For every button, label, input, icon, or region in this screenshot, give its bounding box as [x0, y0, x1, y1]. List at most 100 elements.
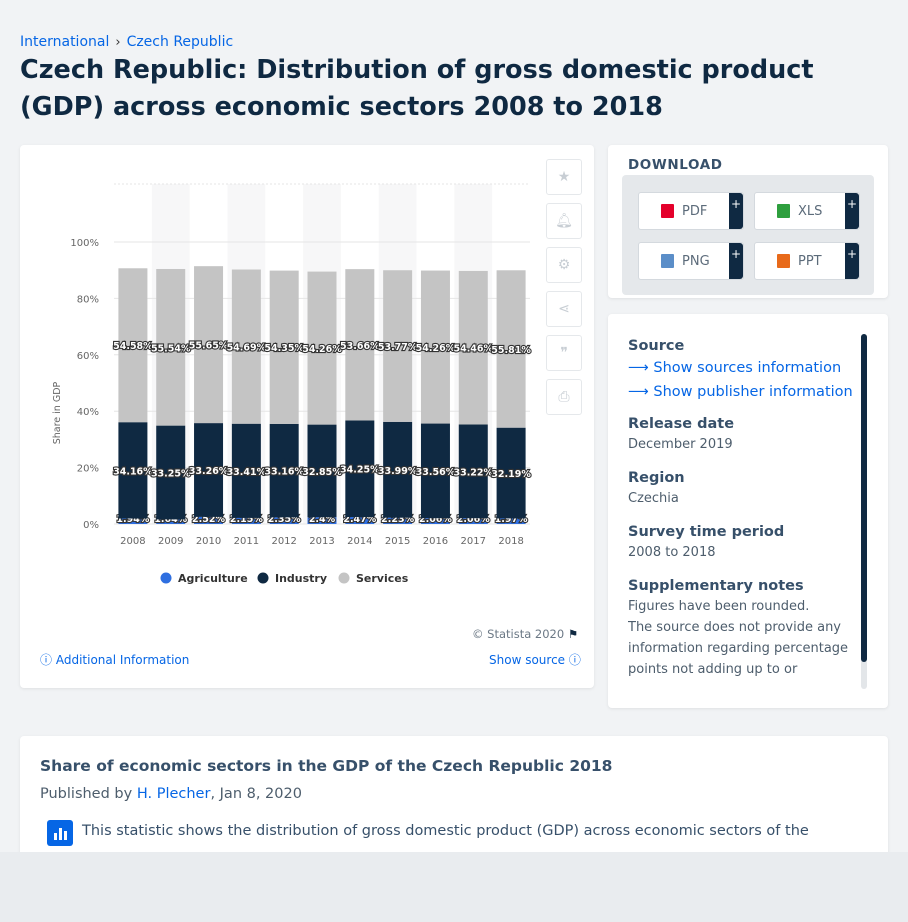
data-label: 32.19% [491, 469, 531, 480]
survey-period-label: Survey time period [628, 524, 785, 540]
data-label: 53.77% [378, 342, 418, 353]
x-tick-label: 2014 [347, 536, 372, 547]
x-tick-label: 2016 [423, 536, 448, 547]
y-tick-label: 0% [83, 520, 99, 531]
bar-agriculture [345, 517, 375, 524]
x-tick-label: 2011 [234, 536, 259, 547]
release-date-value: December 2019 [628, 437, 733, 452]
description-title: Share of economic sectors in the GDP of … [40, 757, 613, 775]
author-link[interactable]: H. Plecher [136, 786, 211, 802]
legend-label-industry: Industry [275, 572, 327, 585]
bar-industry [269, 423, 299, 518]
bar-services [269, 270, 299, 424]
bar-industry [496, 427, 526, 519]
source-info: Source ⟶ Show sources information ⟶ Show… [628, 336, 853, 680]
breadcrumb: International › Czech Republic [20, 34, 233, 50]
plus-icon[interactable]: + [845, 243, 859, 279]
xls-file-icon [777, 204, 790, 218]
published-by: Published by H. Plecher, Jan 8, 2020 [40, 786, 302, 802]
plus-icon[interactable]: + [845, 193, 859, 229]
legend-marker-agriculture [160, 572, 172, 584]
page-title: Czech Republic: Distribution of gross do… [20, 55, 814, 122]
download-pdf-label: PDF [682, 203, 708, 219]
x-tick-label: 2018 [498, 536, 523, 547]
data-label: 33.26% [189, 466, 229, 477]
download-xls-button[interactable]: XLS + [754, 192, 860, 230]
bar-agriculture [458, 518, 488, 524]
copyright-text[interactable]: © Statista 2020 ⚑ [472, 627, 579, 641]
bar-agriculture [496, 518, 526, 524]
breadcrumb-international[interactable]: International [20, 34, 110, 50]
data-label: 54.69% [227, 343, 267, 354]
arrow-right-icon: ⟶ [628, 360, 649, 376]
published-prefix: Published by [40, 786, 133, 802]
bar-industry [118, 422, 148, 519]
legend-marker-services [338, 572, 350, 584]
bar-industry [383, 421, 413, 518]
ppt-file-icon [777, 254, 790, 268]
bar-industry [156, 425, 186, 520]
bar-industry [307, 424, 337, 518]
data-label: 33.41% [227, 467, 267, 478]
bar-industry [420, 423, 450, 519]
bar-agriculture [269, 517, 299, 524]
bar-agriculture [231, 517, 261, 524]
show-publisher-link[interactable]: ⟶ Show publisher information [628, 384, 853, 400]
y-tick-label: 20% [77, 464, 99, 475]
download-pdf-button[interactable]: PDF + [638, 192, 744, 230]
published-date: , Jan 8, 2020 [210, 786, 302, 802]
data-label: 33.16% [264, 467, 304, 478]
settings-gear-icon[interactable]: ⚙ [546, 247, 582, 283]
stacked-bar-chart: 0%20%40%60%80%100%Share in GDP1.94%34.16… [52, 183, 532, 585]
legend-label-services: Services [356, 572, 409, 585]
chart-toolbar: ★ 🔔︎ ⚙ ⋖ ❞ ⎙ [546, 159, 582, 415]
y-tick-label: 60% [77, 351, 99, 362]
download-ppt-button[interactable]: PPT + [754, 242, 860, 280]
bar-industry [458, 424, 488, 519]
show-sources-link[interactable]: ⟶ Show sources information [628, 360, 842, 376]
data-label: 54.35% [264, 343, 304, 354]
bar-services [231, 269, 261, 424]
bar-agriculture [118, 518, 148, 524]
favorite-star-icon[interactable]: ★ [546, 159, 582, 195]
release-date-label: Release date [628, 416, 735, 432]
bar-services [345, 269, 375, 421]
breadcrumb-czech-republic[interactable]: Czech Republic [126, 34, 234, 50]
bar-services [118, 268, 148, 423]
data-label: 33.99% [378, 466, 418, 477]
plus-icon[interactable]: + [729, 243, 743, 279]
x-tick-label: 2008 [120, 536, 145, 547]
share-icon[interactable]: ⋖ [546, 291, 582, 327]
y-axis-label: Share in GDP [52, 381, 63, 444]
additional-information-link[interactable]: ⓘ Additional Information [40, 653, 190, 667]
bar-industry [231, 423, 261, 518]
x-tick-label: 2012 [271, 536, 296, 547]
x-tick-label: 2010 [196, 536, 221, 547]
info-scrollbar-thumb[interactable] [861, 334, 867, 662]
bottom-banner [0, 852, 908, 922]
x-tick-label: 2015 [385, 536, 410, 547]
source-label: Source [628, 338, 685, 354]
region-value: Czechia [628, 491, 679, 506]
bar-agriculture [156, 519, 186, 524]
notification-bell-icon[interactable]: 🔔︎ [546, 203, 582, 239]
data-label: 33.22% [453, 467, 493, 478]
statistic-icon [47, 820, 73, 846]
data-label: 55.54% [151, 343, 191, 354]
bar-agriculture [307, 517, 337, 524]
download-ppt-label: PPT [798, 253, 822, 269]
y-tick-label: 100% [70, 238, 99, 249]
supplementary-notes-value: Figures have been rounded. The source do… [628, 599, 849, 677]
bar-agriculture [194, 516, 224, 524]
y-tick-label: 80% [77, 294, 99, 305]
show-source-link[interactable]: Show source ⓘ [489, 653, 581, 667]
download-png-button[interactable]: PNG + [638, 242, 744, 280]
x-tick-label: 2009 [158, 536, 183, 547]
y-tick-label: 40% [77, 407, 99, 418]
plus-icon[interactable]: + [729, 193, 743, 229]
bar-agriculture [420, 518, 450, 524]
quote-icon[interactable]: ❞ [546, 335, 582, 371]
print-icon[interactable]: ⎙ [546, 379, 582, 415]
bar-agriculture [383, 517, 413, 524]
data-label: 55.81% [491, 345, 531, 356]
